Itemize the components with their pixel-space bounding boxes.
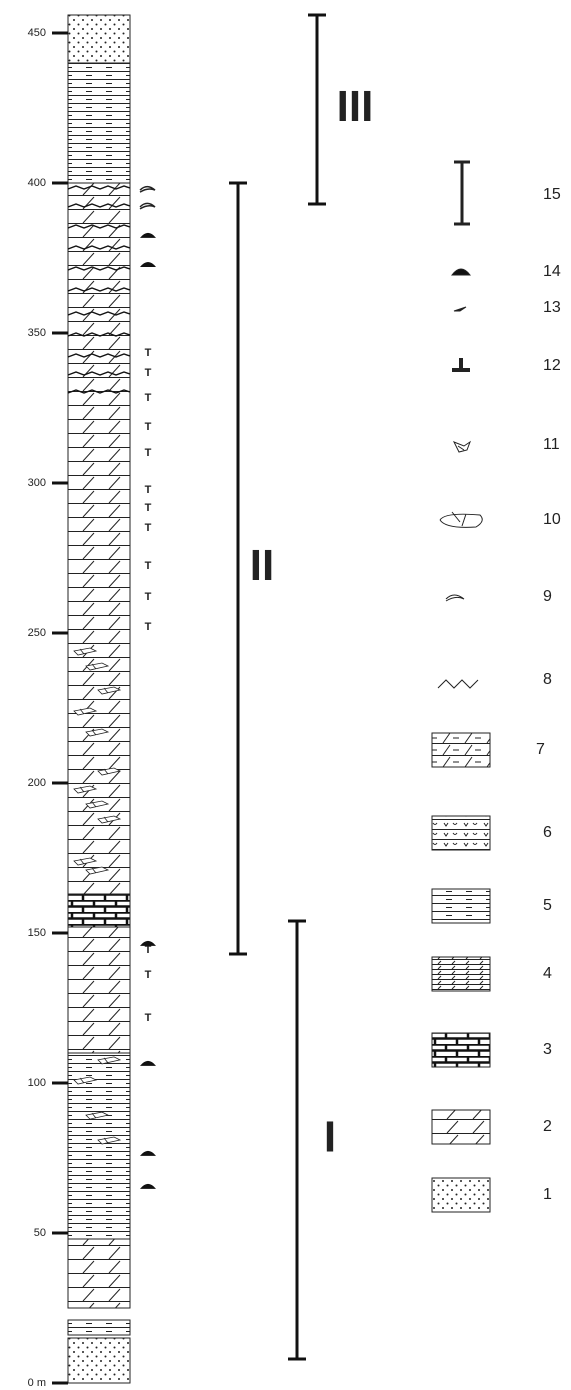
trace-fossil: T [145,522,152,534]
nodule [140,262,156,267]
trace-fossil: T [145,591,152,603]
legend-number: 13 [543,299,561,316]
legend-icons [432,162,490,1212]
legend-number: 3 [543,1041,552,1058]
wavy-symbol [140,187,155,193]
tick-label: 50 [34,1227,46,1239]
unit-label: III [337,82,374,131]
trace-fossil: T [145,392,152,404]
layer [68,1320,130,1335]
legend-number: 10 [543,511,561,528]
unit-label: I [324,1113,336,1162]
tick-label: 200 [28,777,46,789]
trace-fossil: T [145,1012,152,1024]
tick-label: 300 [28,477,46,489]
nodule [140,1151,156,1156]
legend-number: 6 [543,824,552,841]
tick-label: 450 [28,27,46,39]
trace-fossil: T [145,502,152,514]
trace-fossil: T [145,367,152,379]
nodule [140,941,156,946]
legend-number: 4 [543,965,552,982]
trace-fossil: T [145,969,152,981]
tick-label: 400 [28,177,46,189]
trace-fossil: T [145,347,152,359]
tick-label: 150 [28,927,46,939]
layer [68,63,130,183]
legend-number: 7 [536,741,545,758]
unit-range [288,921,306,1359]
legend-number: 8 [543,671,552,688]
legend-number: 1 [543,1186,552,1203]
unit-range [229,183,247,954]
legend-number: 11 [543,436,560,453]
legend-number: 2 [543,1118,552,1135]
tick-label: 0 m [28,1377,46,1389]
legend-number: 15 [543,186,561,203]
layer [68,1239,130,1308]
nodule [140,1184,156,1189]
legend-number: 12 [543,357,561,374]
layer [68,927,130,1053]
layer [68,1338,130,1383]
tick-label: 100 [28,1077,46,1089]
tick-label: 350 [28,327,46,339]
trace-fossil: T [145,484,152,496]
stratigraphic-column: 0 m50100150200250300350400450TTTTTTTTTTT… [0,0,571,1390]
trace-fossil: T [145,421,152,433]
wavy-symbol [140,203,155,209]
layer [68,15,130,63]
legend-number: 5 [543,897,552,914]
layer [68,894,130,927]
unit-range [308,15,326,204]
unit-label: II [250,541,274,590]
trace-fossil: T [145,447,152,459]
nodule [140,1061,156,1066]
trace-fossil: T [145,621,152,633]
tick-label: 250 [28,627,46,639]
legend-number: 14 [543,263,561,280]
legend-number: 9 [543,588,552,605]
nodule [140,233,156,238]
trace-fossil: T [145,560,152,572]
